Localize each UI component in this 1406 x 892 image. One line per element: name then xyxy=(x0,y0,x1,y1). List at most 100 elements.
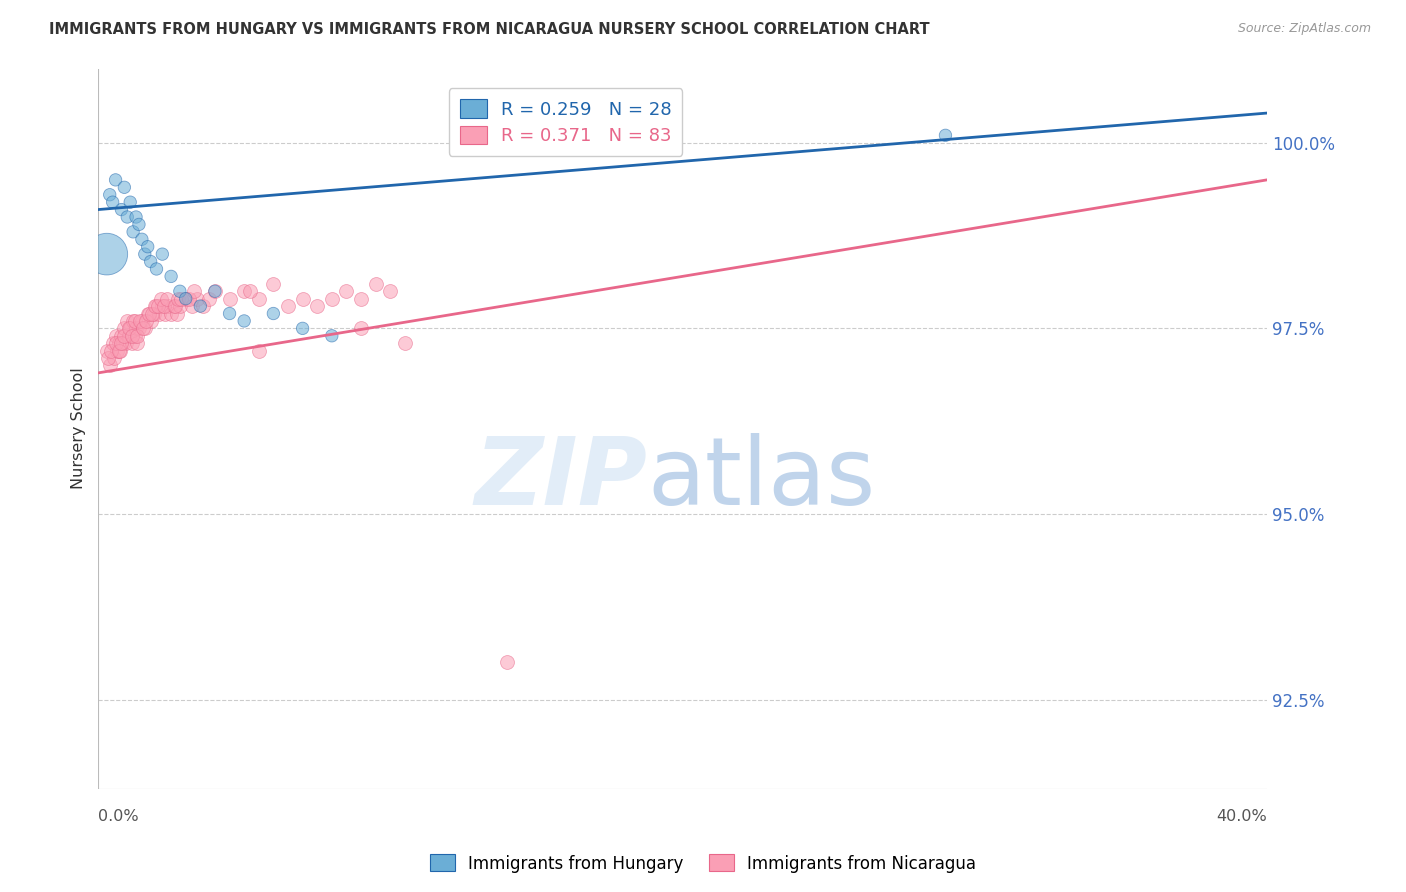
Point xyxy=(262,306,284,320)
Point xyxy=(100,343,122,358)
Point xyxy=(118,321,141,335)
Point xyxy=(163,299,186,313)
Point xyxy=(96,343,118,358)
Point xyxy=(321,292,343,306)
Point xyxy=(105,343,128,358)
Point xyxy=(204,285,226,299)
Point xyxy=(104,173,127,187)
Point xyxy=(111,336,134,351)
Legend: R = 0.259   N = 28, R = 0.371   N = 83: R = 0.259 N = 28, R = 0.371 N = 83 xyxy=(449,88,682,156)
Point xyxy=(291,321,314,335)
Point xyxy=(186,292,208,306)
Point xyxy=(129,314,152,328)
Point xyxy=(394,336,416,351)
Point xyxy=(193,299,215,313)
Point xyxy=(131,232,153,246)
Point xyxy=(110,328,132,343)
Point xyxy=(165,299,187,313)
Point xyxy=(307,299,329,313)
Point xyxy=(132,321,155,335)
Point xyxy=(125,210,148,224)
Point xyxy=(134,247,156,261)
Point xyxy=(120,321,142,335)
Text: 40.0%: 40.0% xyxy=(1216,809,1267,824)
Point xyxy=(110,336,132,351)
Point xyxy=(934,128,956,143)
Point xyxy=(166,306,188,320)
Point xyxy=(233,285,256,299)
Text: atlas: atlas xyxy=(647,433,876,525)
Point xyxy=(101,336,124,351)
Point xyxy=(136,240,159,254)
Point xyxy=(134,321,156,335)
Point xyxy=(122,314,145,328)
Point xyxy=(101,195,124,210)
Point xyxy=(121,328,143,343)
Point xyxy=(321,328,343,343)
Point xyxy=(350,321,373,335)
Point xyxy=(247,343,270,358)
Point xyxy=(139,254,162,268)
Point xyxy=(117,314,139,328)
Point xyxy=(160,306,183,320)
Point xyxy=(277,299,299,313)
Point xyxy=(108,343,131,358)
Point xyxy=(98,359,121,373)
Point xyxy=(156,292,179,306)
Point xyxy=(131,314,153,328)
Point xyxy=(107,336,129,351)
Point xyxy=(141,306,163,320)
Point xyxy=(155,306,177,320)
Point xyxy=(350,292,373,306)
Point xyxy=(160,269,183,284)
Point xyxy=(218,306,240,320)
Point xyxy=(364,277,387,291)
Point xyxy=(157,299,180,313)
Text: IMMIGRANTS FROM HUNGARY VS IMMIGRANTS FROM NICARAGUA NURSERY SCHOOL CORRELATION : IMMIGRANTS FROM HUNGARY VS IMMIGRANTS FR… xyxy=(49,22,929,37)
Point xyxy=(114,336,136,351)
Point xyxy=(150,299,173,313)
Point xyxy=(104,336,127,351)
Point xyxy=(127,336,149,351)
Point xyxy=(112,328,135,343)
Point xyxy=(174,292,197,306)
Point xyxy=(262,277,284,291)
Y-axis label: Nursery School: Nursery School xyxy=(72,368,86,490)
Point xyxy=(183,285,205,299)
Point xyxy=(120,195,142,210)
Point xyxy=(177,292,200,306)
Point xyxy=(149,292,172,306)
Point xyxy=(142,306,165,320)
Text: ZIP: ZIP xyxy=(475,433,647,525)
Point xyxy=(124,314,146,328)
Point xyxy=(110,202,132,217)
Point xyxy=(121,336,143,351)
Point xyxy=(174,292,197,306)
Point xyxy=(138,306,160,320)
Point xyxy=(169,285,191,299)
Text: 0.0%: 0.0% xyxy=(98,809,139,824)
Point xyxy=(136,306,159,320)
Point xyxy=(170,292,193,306)
Point xyxy=(198,292,221,306)
Point xyxy=(204,285,226,299)
Point xyxy=(97,351,120,365)
Point xyxy=(247,292,270,306)
Point xyxy=(169,299,191,313)
Point xyxy=(145,262,167,277)
Point xyxy=(98,187,121,202)
Point xyxy=(188,299,211,313)
Point xyxy=(380,285,402,299)
Point xyxy=(150,247,173,261)
Point xyxy=(139,314,162,328)
Point xyxy=(128,321,150,335)
Point xyxy=(135,314,157,328)
Point xyxy=(117,210,139,224)
Point xyxy=(103,351,125,365)
Point xyxy=(122,225,145,239)
Point xyxy=(218,292,240,306)
Point xyxy=(233,314,256,328)
Point xyxy=(239,285,262,299)
Point xyxy=(146,299,169,313)
Point xyxy=(112,180,135,194)
